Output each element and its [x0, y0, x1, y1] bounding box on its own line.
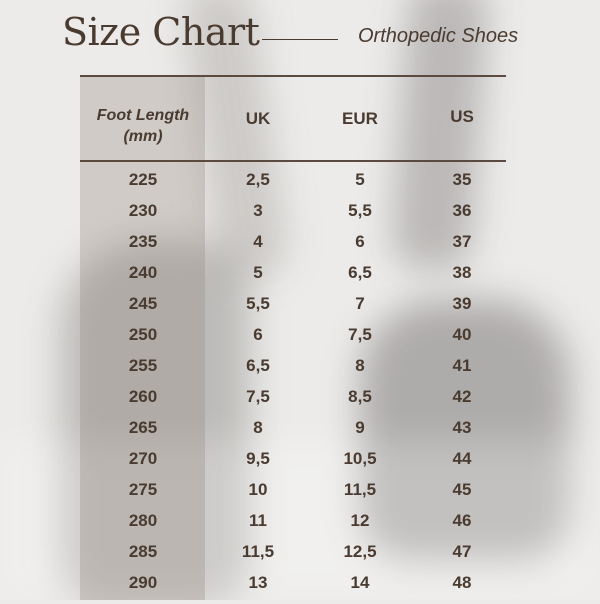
table-cell: 40 [452, 325, 472, 344]
table-row: 270 9,5 10,5 44 [0, 449, 600, 480]
table-row: 255 6,5 8 41 [0, 356, 600, 387]
table-cell: 37 [452, 232, 472, 251]
table-cell: 6 [253, 325, 263, 344]
table-cell: 43 [452, 418, 472, 437]
table-cell: 265 [128, 418, 158, 437]
table-row: 275 10 11,5 45 [0, 480, 600, 511]
table-cell: 11 [249, 511, 267, 530]
table-cell: 7,5 [348, 325, 372, 344]
title-divider [262, 39, 338, 40]
table-row: 280 11 12 46 [0, 511, 600, 542]
table-cell: 8 [253, 418, 263, 437]
table-cell: 46 [452, 511, 472, 530]
table-cell: 12 [350, 511, 370, 530]
table-cell: 8 [355, 356, 365, 375]
table-cell: 8,5 [348, 387, 372, 406]
header-foot-length: Foot Length (mm) [82, 105, 204, 147]
table-cell: 5 [355, 170, 365, 189]
table-cell: 39 [452, 294, 472, 313]
table-cell: 14 [350, 573, 370, 592]
table-cell: 280 [128, 511, 158, 530]
first-column-highlight [80, 76, 205, 600]
table-cell: 4 [253, 232, 263, 251]
table-cell: 9 [355, 418, 365, 437]
table-row: 265 8 9 43 [0, 418, 600, 449]
table-cell: 45 [452, 480, 472, 499]
table-cell: 250 [128, 325, 158, 344]
table-cell: 5,5 [348, 201, 372, 220]
table-cell: 5,5 [246, 294, 270, 313]
header-eur: EUR [342, 109, 378, 128]
page-title: Size Chart [62, 10, 260, 54]
table-cell: 44 [452, 449, 472, 468]
table-cell: 235 [128, 232, 158, 251]
table-row: 250 6 7,5 40 [0, 325, 600, 356]
table-cell: 275 [128, 480, 158, 499]
table-row: 230 3 5,5 36 [0, 201, 600, 232]
header-unit: (mm) [123, 128, 163, 145]
table-cell: 5 [253, 263, 263, 282]
table-cell: 12,5 [343, 542, 377, 561]
table-cell: 42 [452, 387, 472, 406]
table-cell: 230 [128, 201, 158, 220]
table-cell: 11,5 [241, 542, 275, 561]
table-cell: 260 [128, 387, 158, 406]
table-cell: 270 [128, 449, 158, 468]
table-cell: 290 [128, 573, 158, 592]
table-cell: 6,5 [246, 356, 270, 375]
table-cell: 285 [128, 542, 158, 561]
page-subtitle: Orthopedic Shoes [358, 25, 519, 47]
table-cell: 225 [128, 170, 158, 189]
table-row: 260 7,5 8,5 42 [0, 387, 600, 418]
table-cell: 3 [253, 201, 263, 220]
table-row: 290 13 14 48 [0, 573, 600, 604]
table-cell: 245 [128, 294, 158, 313]
table-cell: 36 [452, 201, 472, 220]
table-cell: 48 [452, 573, 472, 592]
table-cell: 6,5 [348, 263, 372, 282]
header-uk: UK [245, 109, 271, 128]
table-cell: 7 [355, 294, 365, 313]
table-cell: 38 [452, 263, 472, 282]
table-cell: 47 [452, 542, 472, 561]
table-row: 240 5 6,5 38 [0, 263, 600, 294]
table-cell: 35 [452, 170, 472, 189]
table-cell: 9,5 [246, 449, 270, 468]
table-row: 225 2,5 5 35 [0, 170, 600, 201]
table-cell: 7,5 [246, 387, 270, 406]
table-cell: 240 [128, 263, 158, 282]
table-row: 235 4 6 37 [0, 232, 600, 263]
table-row: 285 11,5 12,5 47 [0, 542, 600, 573]
table-cell: 10 [248, 480, 268, 499]
table-cell: 11,5 [343, 480, 377, 499]
table-cell: 6 [355, 232, 365, 251]
table-header-rule [80, 160, 506, 162]
header-us: US [450, 107, 474, 126]
header-line: Foot Length [96, 107, 190, 124]
table-cell: 10,5 [343, 449, 377, 468]
table-row: 245 5,5 7 39 [0, 294, 600, 325]
table-cell: 255 [128, 356, 158, 375]
table-cell: 13 [248, 573, 268, 592]
table-top-rule [80, 75, 506, 77]
table-cell: 41 [452, 356, 472, 375]
table-cell: 2,5 [246, 170, 270, 189]
